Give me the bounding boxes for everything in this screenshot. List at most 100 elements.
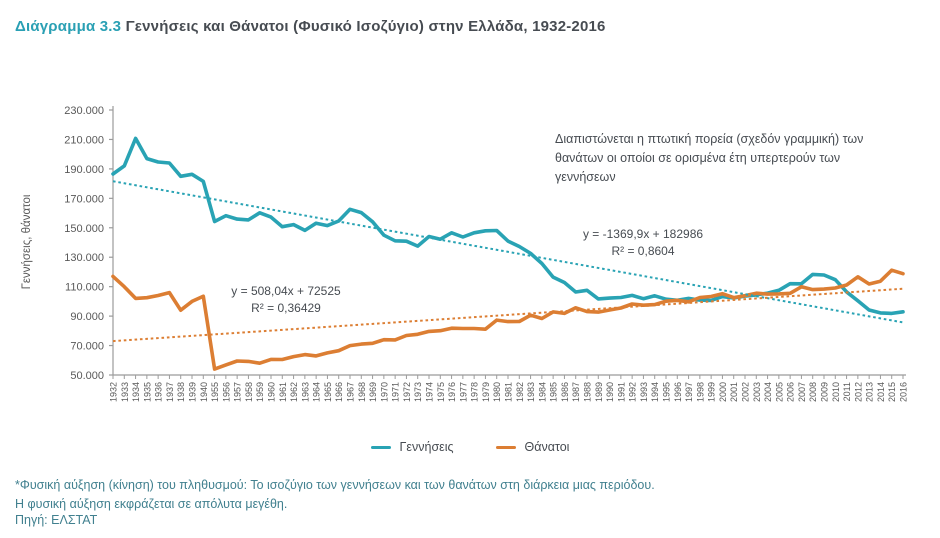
x-tick-label: 1934 [131, 382, 141, 402]
y-tick-label: 90.000 [70, 311, 104, 323]
x-tick-label: 2006 [786, 382, 796, 402]
x-tick-label: 1974 [425, 382, 435, 402]
legend-item-deaths: Θάνατοι [495, 440, 570, 454]
x-tick-label: 1984 [537, 382, 547, 402]
y-tick-label: 190.000 [64, 164, 104, 176]
births-trend-formula: y = -1369,9x + 182986 [582, 227, 704, 241]
x-tick-label: 1965 [323, 382, 333, 402]
x-tick-label: 1938 [176, 382, 186, 402]
x-tick-label: 1940 [199, 382, 209, 402]
x-tick-label: 2001 [729, 382, 739, 402]
x-tick-label: 1964 [312, 382, 322, 402]
chart-annotation: Διαπιστώνεται η πτωτική πορεία (σχεδόν γ… [555, 132, 864, 184]
deaths-trendline [112, 287, 904, 343]
y-tick-label: 230.000 [64, 105, 104, 117]
deaths-line-swatch [495, 445, 516, 449]
x-tick-label: 1989 [594, 382, 604, 402]
legend-label-deaths: Θάνατοι [524, 440, 570, 454]
deaths-trend-formula: y = 508,04x + 72525 [231, 284, 341, 298]
axes [112, 106, 906, 376]
x-tick-label: 2002 [741, 382, 751, 402]
x-tick-label: 1986 [560, 382, 570, 402]
chart-title: Διάγραμμα 3.3 Γεννήσεις και Θάνατοι (Φυσ… [15, 14, 865, 39]
x-tick-label: 1998 [695, 382, 705, 402]
x-tick-label: 1959 [255, 382, 265, 402]
x-tick-label: 1982 [515, 382, 525, 402]
x-tick-label: 1939 [188, 382, 198, 402]
y-tick-label: 210.000 [64, 134, 104, 146]
x-tick-label: 1968 [357, 382, 367, 402]
x-tick-label: 2007 [797, 382, 807, 402]
x-tick-label: 2011 [842, 382, 852, 401]
x-tick-label: 1966 [334, 382, 344, 402]
y-axis-title: Γεννήσεις, θάνατοι [21, 194, 33, 289]
x-tick-label: 1988 [583, 382, 593, 402]
x-tick-label: 1958 [244, 382, 254, 402]
x-tick-label: 1987 [571, 382, 581, 402]
x-tick-label: 1995 [662, 382, 672, 402]
x-tick-label: 1997 [684, 382, 694, 402]
x-tick-label: 1994 [650, 382, 660, 402]
x-tick-label: 2012 [853, 382, 863, 402]
x-tick-label: 1956 [221, 382, 231, 402]
legend-item-births: Γεννήσεις [370, 440, 454, 454]
x-tick-label: 2005 [774, 382, 784, 402]
x-tick-label: 1932 [109, 382, 119, 402]
y-axis-ticks: 50.000 70.000 90.000 110.000 130.000 150.000 1… [64, 105, 113, 382]
y-tick-label: 170.000 [64, 193, 104, 205]
x-tick-label: 1970 [379, 382, 389, 402]
y-tick-label: 130.000 [64, 252, 104, 264]
x-tick-label: 1999 [707, 382, 717, 402]
y-tick-label: 50.000 [70, 370, 104, 382]
x-tick-label: 2000 [718, 382, 728, 402]
x-tick-label: 1981 [504, 382, 514, 402]
source-note: Πηγή: ΕΛΣΤΑΤ [15, 513, 98, 527]
x-tick-label: 1978 [470, 382, 480, 402]
x-tick-label: 1962 [289, 382, 299, 402]
x-tick-label: 2014 [876, 382, 886, 402]
x-axis-ticks: 1932 1933 1934 1935 1936 1937 1938 1939 1940 1955… [109, 375, 909, 402]
x-tick-label: 1961 [278, 382, 288, 402]
x-tick-label: 1967 [346, 382, 356, 402]
deaths-trend-r2: R² = 0,36429 [251, 301, 321, 315]
footnote: *Φυσική αύξηση (κίνηση) του πληθυσμού: Τ… [15, 478, 655, 511]
births-trendline [112, 180, 904, 324]
births-trend-equation: y = -1369,9x + 182986 R² = 0,8604 [558, 226, 728, 260]
x-tick-label: 1969 [368, 382, 378, 402]
births-trend-r2: R² = 0,8604 [611, 244, 675, 258]
x-tick-label: 1937 [165, 382, 175, 402]
x-tick-label: 1991 [616, 382, 626, 402]
x-tick-label: 1977 [458, 382, 468, 402]
x-tick-label: 1973 [413, 382, 423, 402]
x-tick-label: 2003 [752, 382, 762, 402]
x-tick-label: 2008 [808, 382, 818, 402]
x-tick-label: 1992 [628, 382, 638, 402]
x-tick-label: 2015 [887, 382, 897, 402]
x-tick-label: 1976 [447, 382, 457, 402]
x-tick-label: 2004 [763, 382, 773, 402]
chart-legend: Γεννήσεις Θάνατοι [0, 440, 940, 454]
x-tick-label: 1933 [120, 382, 130, 402]
x-tick-label: 1983 [526, 382, 536, 402]
y-tick-label: 150.000 [64, 223, 104, 235]
x-tick-label: 1972 [402, 382, 412, 402]
x-tick-label: 1935 [142, 382, 152, 402]
x-tick-label: 1996 [673, 382, 683, 402]
legend-label-births: Γεννήσεις [399, 440, 454, 454]
x-tick-label: 1975 [436, 382, 446, 402]
figure-title-text: Γεννήσεις και Θάνατοι (Φυσικό Ισοζύγιο) … [121, 18, 606, 35]
births-series-line [111, 136, 905, 316]
x-tick-label: 1936 [154, 382, 164, 402]
y-tick-label: 70.000 [70, 341, 104, 353]
figure-number: Διάγραμμα 3.3 [15, 18, 122, 35]
x-tick-label: 1963 [300, 382, 310, 402]
deaths-series-line [111, 268, 905, 371]
x-tick-label: 1971 [391, 382, 401, 402]
x-tick-label: 1990 [605, 382, 615, 402]
x-tick-label: 1993 [639, 382, 649, 402]
x-tick-label: 1980 [492, 382, 502, 402]
x-tick-label: 1979 [481, 382, 491, 402]
x-tick-label: 2010 [831, 382, 841, 402]
